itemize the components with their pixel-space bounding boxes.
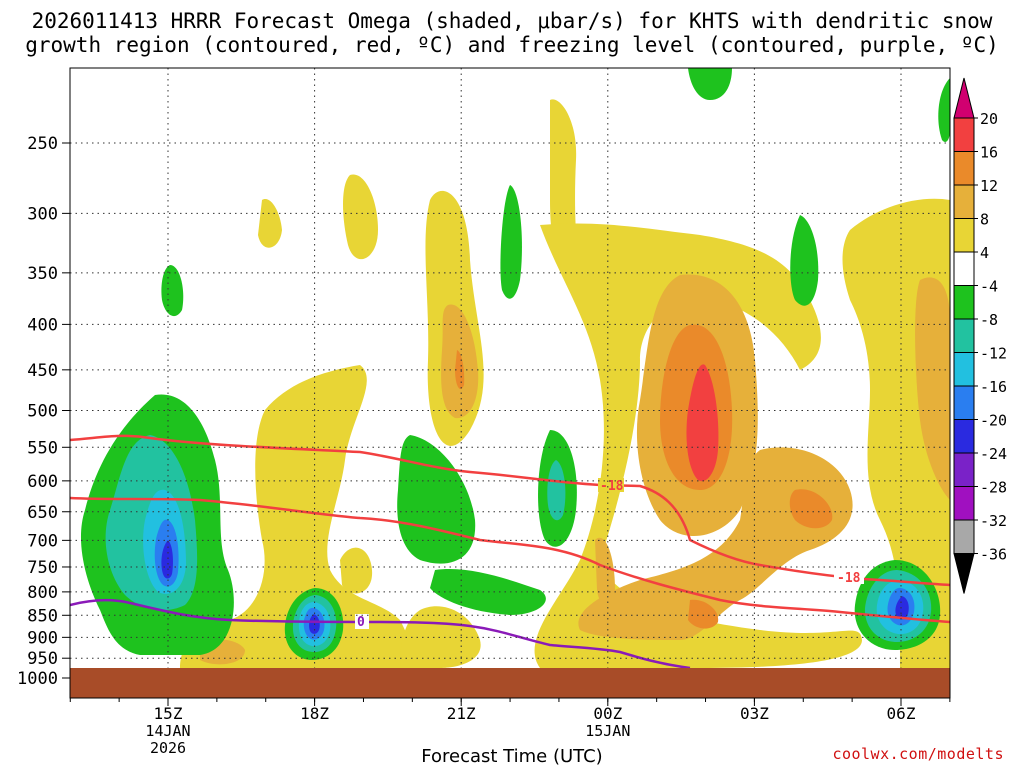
- colorbar-label: 16: [980, 144, 998, 162]
- omega-region-green: [161, 265, 184, 317]
- colorbar-max-arrow: [953, 77, 975, 119]
- dgz-contour-lower: [70, 496, 950, 624]
- colorbar-label: -28: [980, 479, 1007, 497]
- colorbar-swatch: [953, 218, 975, 253]
- x-date-label: 14JAN: [145, 722, 190, 740]
- omega-region-blue: [895, 596, 909, 620]
- omega-region-yellow: [340, 547, 373, 594]
- freezing-level-contour: [70, 598, 691, 668]
- omega-region-green: [397, 435, 476, 564]
- omega-region-orange: [595, 537, 615, 606]
- y-tick-label: 600: [27, 472, 58, 492]
- y-tick-label: 350: [27, 264, 58, 284]
- colorbar-swatch: [953, 452, 975, 487]
- omega-region-dark-orange: [789, 489, 833, 529]
- colorbar-swatch: [953, 251, 975, 286]
- dgz-label: -18: [837, 571, 861, 586]
- x-tick-label: 03Z: [740, 704, 769, 723]
- omega-region-green: [500, 185, 522, 299]
- colorbar-swatch: [953, 151, 975, 186]
- colorbar-swatch: [953, 419, 975, 454]
- dgz-contours: [70, 434, 950, 624]
- colorbar-label: -32: [980, 512, 1007, 530]
- colorbar-swatch: [953, 352, 975, 387]
- omega-region-yellow: [534, 223, 862, 668]
- x-date-label: 15JAN: [585, 722, 630, 740]
- colorbar-swatch: [953, 184, 975, 219]
- chart-title-line-2: growth region (contoured, red, ºC) and f…: [25, 33, 999, 57]
- x-tick-label: 00Z: [593, 704, 622, 723]
- omega-region-yellow: [258, 199, 282, 248]
- y-tick-label: 850: [27, 606, 58, 626]
- colorbar-label: -16: [980, 378, 1007, 396]
- omega-region-green: [430, 569, 546, 615]
- y-tick-label: 650: [27, 503, 58, 523]
- x-tick-label: 18Z: [300, 704, 329, 723]
- ground-band: [70, 668, 950, 698]
- x-year-label: 2026: [150, 739, 186, 757]
- y-tick-label: 900: [27, 628, 58, 648]
- colorbar-label: -4: [980, 278, 998, 296]
- credit-link[interactable]: coolwx.com/modelts: [832, 745, 1004, 763]
- colorbar-min-arrow: [953, 553, 975, 594]
- omega-shade-positive: [180, 99, 950, 668]
- colorbar-label: -24: [980, 445, 1007, 463]
- colorbar-label: -36: [980, 546, 1007, 564]
- colorbar-label: -20: [980, 412, 1007, 430]
- colorbar-swatch: [953, 519, 975, 554]
- omega-region-blue: [161, 540, 173, 579]
- chart-title-line-1: 2026011413 HRRR Forecast Omega (shaded, …: [31, 9, 993, 33]
- dgz-label: -18: [600, 479, 624, 494]
- omega-region-orange: [578, 447, 853, 640]
- y-tick-label: 950: [27, 649, 58, 669]
- y-tick-label: 550: [27, 438, 58, 458]
- colorbar-label: -12: [980, 345, 1007, 363]
- x-tick-label: 21Z: [447, 704, 476, 723]
- omega-region-orange: [915, 277, 950, 500]
- omega-region-dark-orange: [688, 599, 719, 629]
- contour-labels: -18 -18 0: [355, 478, 864, 630]
- omega-shading: [70, 68, 950, 668]
- colorbar-swatch: [953, 486, 975, 521]
- y-axis: 2503003504004505005506006507007508008509…: [17, 134, 70, 689]
- colorbar: 20 16 12 8 4 -4 -8 -12 -16 -20 -24 -28 -32 -36: [953, 77, 1007, 594]
- colorbar-label: 8: [980, 211, 989, 229]
- colorbar-swatch: [953, 385, 975, 420]
- x-axis-title: Forecast Time (UTC): [421, 746, 603, 767]
- x-tick-label: 15Z: [154, 704, 183, 723]
- plot-frame: [69, 67, 951, 699]
- dgz-contour-upper: [70, 434, 950, 587]
- colorbar-swatch: [953, 318, 975, 353]
- omega-region-yellow: [180, 365, 415, 668]
- omega-region-green: [938, 78, 950, 142]
- freezing-level-label: 0: [357, 615, 365, 630]
- y-tick-label: 800: [27, 583, 58, 603]
- y-tick-label: 300: [27, 204, 58, 224]
- colorbar-label: 20: [980, 110, 998, 128]
- colorbar-label: 4: [980, 244, 989, 262]
- omega-region-dark-orange: [455, 350, 465, 390]
- omega-region-red: [686, 364, 719, 482]
- omega-region-green: [790, 215, 819, 306]
- colorbar-swatch: [953, 285, 975, 320]
- omega-region-green: [688, 68, 732, 100]
- y-tick-label: 1000: [17, 669, 58, 689]
- y-tick-label: 400: [27, 315, 58, 335]
- y-tick-label: 450: [27, 361, 58, 381]
- omega-region-teal: [547, 460, 566, 521]
- omega-shade-negative: [80, 68, 950, 660]
- colorbar-label: -8: [980, 311, 998, 329]
- colorbar-swatch: [953, 117, 975, 152]
- y-tick-label: 500: [27, 402, 58, 422]
- gridlines: [70, 68, 950, 668]
- omega-region-yellow: [343, 174, 378, 260]
- y-tick-label: 250: [27, 134, 58, 154]
- y-tick-label: 750: [27, 558, 58, 578]
- colorbar-label: 12: [980, 177, 998, 195]
- y-tick-label: 700: [27, 531, 58, 551]
- x-tick-label: 06Z: [887, 704, 916, 723]
